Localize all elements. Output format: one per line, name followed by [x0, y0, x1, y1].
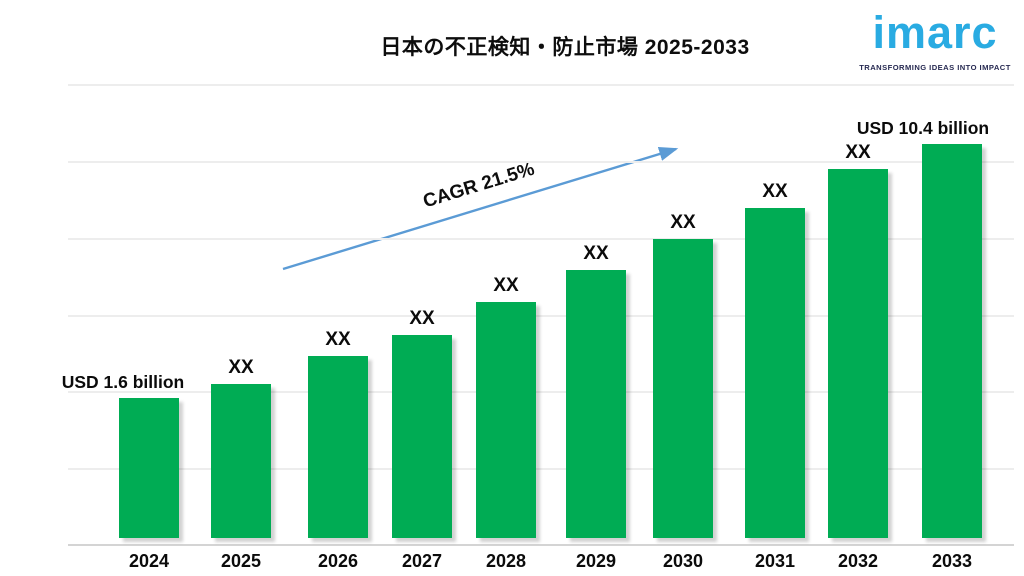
bar-value-label-2030: XX: [670, 212, 696, 233]
x-axis-label-2026: 2026: [317, 551, 359, 571]
bar-value-label-2033: USD 10.4 billion: [856, 118, 990, 138]
gridline: [68, 468, 1014, 470]
bar-2027: [392, 335, 452, 538]
bar-value-label-2029: XX: [583, 243, 609, 264]
gridline: [68, 161, 1014, 163]
gridline: [68, 84, 1014, 86]
x-axis-label-2032: 2032: [837, 551, 879, 571]
imarc-logo-text: imarc: [872, 7, 998, 58]
bar-value-label-2026: XX: [325, 329, 351, 350]
x-axis-line: [68, 544, 1014, 546]
bar-2026: [308, 356, 368, 538]
x-axis-label-2025: 2025: [220, 551, 262, 571]
gridline: [68, 315, 1014, 317]
x-axis-label-2031: 2031: [754, 551, 796, 571]
bar-2025: [211, 384, 271, 538]
bar-value-label-2025: XX: [228, 357, 254, 378]
bar-value-label-2028: XX: [493, 275, 519, 296]
bar-2031: [745, 208, 805, 538]
x-axis-label-2030: 2030: [662, 551, 704, 571]
gridline: [68, 391, 1014, 393]
bar-value-label-2031: XX: [762, 181, 788, 202]
bar-2028: [476, 302, 536, 538]
bar-chart-plot-area: CAGR 21.5% USD 1.6 billion 2024 XX 2025 XX 20…: [62, 84, 1014, 571]
imarc-logo: imarc TRANSFORMING IDEAS INTO IMPACT: [856, 4, 1014, 72]
x-axis-label-2027: 2027: [401, 551, 443, 571]
x-axis-label-2028: 2028: [485, 551, 527, 571]
gridline: [68, 238, 1014, 240]
bar-value-label-2027: XX: [409, 308, 435, 329]
bar-2032: [828, 169, 888, 538]
cagr-trend-arrow: [282, 147, 679, 271]
imarc-logo-tagline: TRANSFORMING IDEAS INTO IMPACT: [859, 62, 1011, 72]
bar-2033: [922, 144, 982, 538]
bar-value-label-2024: USD 1.6 billion: [61, 372, 185, 392]
x-axis-label-2033: 2033: [931, 551, 973, 571]
bar-2029: [566, 270, 626, 538]
bar-2030: [653, 239, 713, 538]
bar-value-label-2032: XX: [845, 142, 871, 163]
x-axis-label-2029: 2029: [575, 551, 617, 571]
bar-2024: [119, 398, 179, 538]
x-axis-label-2024: 2024: [128, 551, 170, 571]
chart-title: 日本の不正検知・防止市場 2025-2033: [380, 36, 750, 59]
